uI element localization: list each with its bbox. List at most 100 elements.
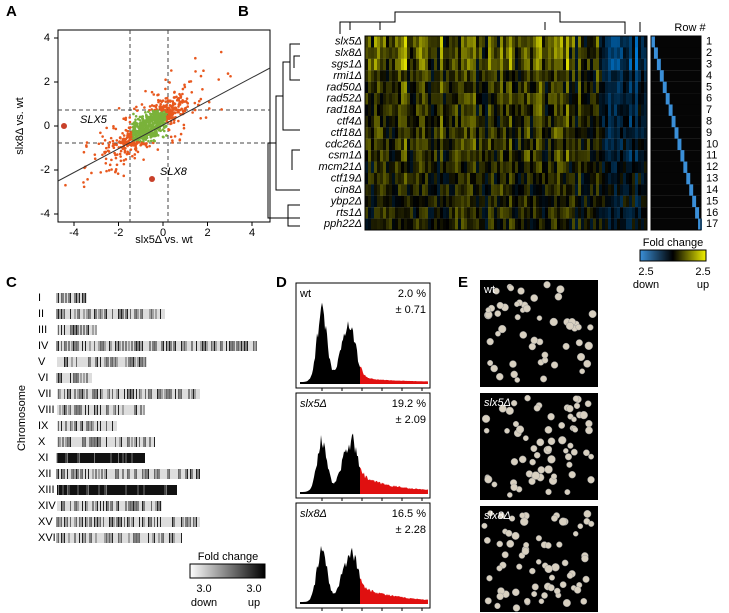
row-number: 3: [706, 58, 712, 70]
row-label: ctf18Δ: [331, 127, 362, 139]
heat-cell: [563, 93, 567, 105]
side-row: [651, 58, 701, 71]
heat-cell: [374, 104, 378, 116]
heat-cell: [620, 127, 624, 139]
heat-cell: [365, 184, 369, 196]
heat-cell: [371, 161, 375, 174]
heat-cell: [461, 81, 465, 94]
heat-cell: [638, 195, 642, 208]
colony: [512, 588, 520, 597]
scatter-dot: [178, 92, 181, 96]
scatter-dot: [171, 105, 174, 109]
colony: [485, 307, 492, 313]
heat-cell: [521, 195, 525, 208]
heat-cell: [626, 161, 630, 174]
colony: [523, 304, 531, 313]
heat-cell: [533, 104, 537, 116]
heat-cell: [632, 58, 636, 71]
heat-cell: [401, 184, 405, 196]
heat-cell: [416, 58, 420, 71]
heat-cell: [509, 172, 513, 185]
scatter-dot: [180, 107, 184, 111]
heat-cell: [548, 58, 552, 71]
heat-cell: [452, 150, 456, 162]
colony: [496, 540, 503, 548]
colony: [486, 338, 494, 346]
heat-cell: [467, 161, 471, 174]
heat-cell: [419, 81, 423, 94]
colony: [583, 359, 592, 368]
heat-cell: [464, 127, 468, 139]
heat-cell: [533, 47, 537, 59]
heat-cell: [422, 104, 426, 116]
heat-cell: [389, 47, 393, 59]
heat-cell: [395, 81, 399, 94]
heat-cell: [608, 70, 612, 82]
heat-cell: [593, 36, 597, 48]
heat-cell: [407, 207, 411, 219]
scatter-dot: [138, 122, 142, 126]
heat-cell: [413, 184, 417, 196]
heat-cell: [599, 81, 603, 94]
heat-cell: [644, 70, 648, 82]
row-number: 1: [706, 36, 712, 48]
heat-cell: [464, 172, 468, 185]
heat-cell: [605, 184, 609, 196]
scatter-dot: [99, 171, 103, 174]
heat-cell: [491, 172, 495, 185]
heat-cell: [449, 127, 453, 139]
heat-cell: [593, 218, 597, 231]
heat-cell: [569, 172, 573, 185]
row-label: slx8Δ: [335, 47, 362, 59]
heat-cell: [377, 172, 381, 185]
scatter-dot: [184, 106, 187, 110]
heat-cell: [485, 81, 489, 94]
heat-cell: [458, 36, 462, 48]
heat-cell: [371, 104, 375, 116]
heat-cell: [539, 184, 543, 196]
scatter-dot: [118, 152, 122, 156]
heat-cell: [476, 81, 480, 94]
heat-cell: [578, 195, 582, 208]
scatter-dot: [160, 109, 164, 112]
heat-cell: [536, 218, 540, 231]
heat-cell: [617, 58, 621, 71]
scatter-dot: [141, 123, 144, 126]
heat-cell: [485, 207, 489, 219]
heat-cell: [422, 195, 426, 208]
heat-cell: [500, 47, 504, 59]
heat-cell: [410, 195, 414, 208]
scatter-dot: [220, 108, 223, 111]
heat-cell: [434, 93, 438, 105]
heat-cell: [557, 150, 561, 162]
heat-cell: [497, 70, 501, 82]
y-tick-label: 0: [44, 120, 50, 132]
scatter-dot: [104, 161, 108, 165]
heat-cell: [581, 172, 585, 185]
colony: [483, 427, 490, 434]
heat-cell: [566, 207, 570, 219]
heat-cell: [479, 70, 483, 82]
scatter-dot: [113, 143, 116, 146]
heat-cell: [398, 150, 402, 162]
heat-cell: [428, 218, 432, 231]
heat-cell: [557, 47, 561, 59]
heat-cell: [626, 218, 630, 231]
heat-cell: [449, 150, 453, 162]
chromosome-bar: [57, 453, 145, 463]
heat-cell: [431, 115, 435, 128]
heat-cell: [584, 138, 588, 151]
scatter-dot: [197, 99, 201, 103]
colony: [582, 575, 590, 583]
heat-cell: [593, 93, 597, 105]
colony: [531, 471, 540, 480]
heat-cell: [620, 93, 624, 105]
heat-cell: [368, 161, 372, 174]
colony: [587, 324, 594, 331]
heat-cell: [386, 115, 390, 128]
colony: [581, 554, 589, 563]
scatter-dot: [124, 118, 127, 122]
heat-cell: [611, 150, 615, 162]
heat-cell: [476, 104, 480, 116]
